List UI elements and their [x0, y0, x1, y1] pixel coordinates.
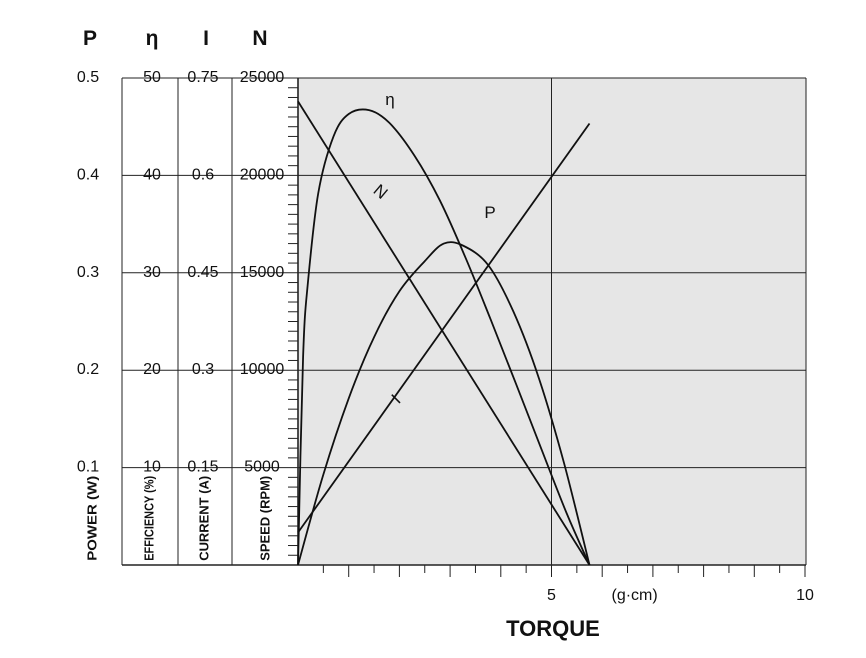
torque-tick-label: 5 — [547, 587, 556, 604]
series-line-I — [297, 122, 591, 534]
series-line-N — [297, 100, 591, 566]
axis-2-tick: 0.3 — [192, 361, 214, 378]
axis-0-tick: 0.5 — [77, 69, 99, 86]
axis-0-tick: 0.1 — [77, 459, 99, 476]
axis-3-tick: 25000 — [240, 69, 285, 86]
axes-panel — [122, 78, 298, 565]
axis-1-tick: 50 — [143, 69, 161, 86]
axis-0-tick: 0.3 — [77, 264, 99, 281]
axis-1-tick: 10 — [143, 459, 161, 476]
series-label-P: P — [484, 203, 495, 222]
torque-axis-title: TORQUE — [506, 616, 600, 641]
axis-symbol-2: I — [203, 27, 209, 50]
axis-3-tick: 5000 — [244, 459, 280, 476]
series-label-η: η — [385, 90, 394, 109]
torque-tick-label: 10 — [796, 587, 814, 604]
axis-symbol-1: η — [146, 27, 159, 50]
axis-3-tick: 15000 — [240, 264, 285, 281]
series-line-η — [297, 108, 591, 566]
axis-1-tick: 40 — [143, 166, 161, 183]
axis-2-tick: 0.45 — [187, 264, 218, 281]
axis-title-0: POWER (W) — [84, 476, 99, 561]
axis-symbol-3: N — [252, 27, 267, 50]
axis-title-3: SPEED (RPM) — [257, 476, 272, 561]
axis-3-tick: 20000 — [240, 166, 285, 183]
axis-1-tick: 20 — [143, 361, 161, 378]
axis-title-2: CURRENT (A) — [196, 476, 211, 561]
axis-2-tick: 0.6 — [192, 166, 214, 183]
axis-title-1: EFFICIENCY (%) — [141, 476, 156, 561]
axis-0-tick: 0.2 — [77, 361, 99, 378]
axis-symbol-0: P — [83, 27, 97, 50]
axis-0-tick: 0.4 — [77, 166, 99, 183]
axis-2-tick: 0.15 — [187, 459, 218, 476]
axis-1-tick: 30 — [143, 264, 161, 281]
series-line-P — [297, 241, 591, 566]
torque-unit: (g·cm) — [612, 587, 658, 604]
axis-2-tick: 0.75 — [187, 69, 218, 86]
axis-3-tick: 10000 — [240, 361, 285, 378]
